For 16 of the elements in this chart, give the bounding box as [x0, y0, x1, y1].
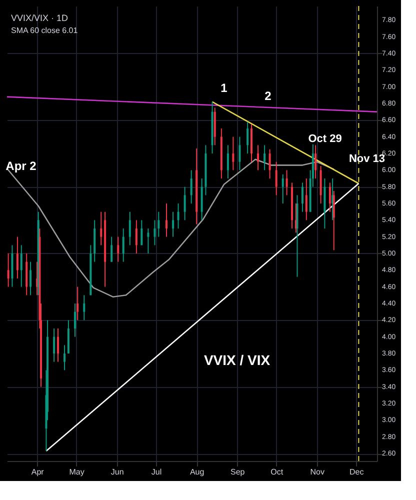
x-tick-label: Oct	[270, 468, 284, 476]
x-tick-label: Jul	[151, 468, 162, 476]
annotation: Apr 2	[6, 159, 37, 173]
x-tick-label: Sep	[230, 468, 246, 476]
text: VVIX/VIX · 1D	[11, 13, 69, 23]
annotation: VVIX / VIX	[204, 352, 271, 368]
x-tick-label: May	[69, 468, 84, 476]
annotation: 2	[264, 89, 272, 103]
annotation: SMA 60 close 6.01	[11, 26, 78, 35]
x-tick-label: Aug	[190, 468, 204, 476]
annotation: 1	[220, 81, 228, 95]
x-tick-label: Jun	[110, 468, 124, 476]
annotation: Oct 29	[308, 133, 342, 145]
x-tick-label: Nov	[310, 468, 324, 476]
x-tick-label: Dec	[349, 468, 364, 476]
x-tick-label: Apr	[31, 468, 44, 476]
